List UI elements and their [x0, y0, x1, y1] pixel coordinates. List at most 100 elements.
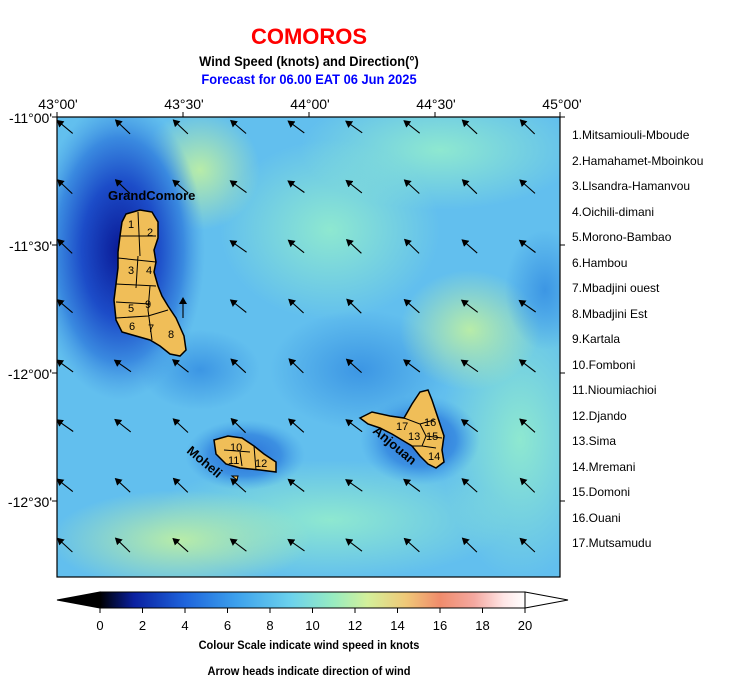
colorbar-tick-label: 4 — [181, 618, 189, 633]
colorbar-tick-label: 2 — [138, 618, 147, 633]
colorbar-tick-label: 6 — [223, 618, 232, 633]
axis-ticks — [52, 112, 565, 502]
wind-arrow — [229, 299, 247, 313]
region-number: 1 — [128, 219, 134, 231]
colorbar-tick-label: 16 — [432, 618, 448, 633]
wind-arrows — [57, 119, 537, 553]
region-number: 14 — [428, 451, 440, 463]
region-number: 16 — [424, 417, 436, 429]
wind-arrow — [461, 119, 478, 135]
wind-arrow — [172, 537, 189, 553]
wind-arrow — [519, 537, 536, 553]
wind-arrow — [57, 537, 73, 553]
legend-item: 3.Llsandra-Hamanvou — [572, 179, 691, 193]
legend-item: 2.Hamahamet-Mboinkou — [572, 153, 704, 168]
legend-item: 15.Domoni — [572, 485, 631, 499]
lat-label: -11°00' — [8, 110, 52, 126]
wind-speed-field — [57, 117, 560, 577]
wind-arrow — [345, 239, 362, 254]
wind-arrow — [403, 298, 420, 314]
region-number: 17 — [396, 421, 408, 433]
legend-item: 17.Mutsamudu — [572, 536, 652, 550]
colorbar-max-triangle — [524, 591, 569, 609]
wind-arrow — [345, 479, 363, 492]
region-number: 4 — [146, 265, 152, 277]
legend-item: 1.Mitsamiouli-Mboude — [572, 128, 690, 142]
wind-arrow — [57, 119, 74, 134]
legend-item: 6.Hambou — [572, 255, 628, 270]
lon-label: 43°30' — [164, 96, 204, 112]
region-numbers: 1 2 3 4 5 6 7 8 9 10 11 12 13 14 15 16 1… — [128, 219, 440, 470]
lon-label: 44°00' — [290, 96, 330, 112]
wind-arrow — [172, 119, 189, 135]
lon-label: 45°00' — [542, 96, 582, 112]
arrow-caption: Arrow heads indicate direction of wind — [207, 664, 411, 678]
region-number: 8 — [168, 329, 174, 341]
wind-arrow — [519, 418, 536, 433]
region-number: 15 — [426, 431, 438, 443]
wind-arrow — [461, 179, 478, 195]
colorbar-tick-label: 0 — [96, 618, 104, 633]
colorbar-tick-label: 8 — [266, 618, 274, 633]
map-subtitle: Wind Speed (knots) and Direction(°) — [199, 53, 419, 69]
wind-arrow — [172, 477, 189, 493]
wind-arrow — [57, 299, 73, 314]
wind-arrow — [519, 179, 536, 194]
wind-arrow — [345, 179, 363, 194]
grand-comore-label: GrandComore — [108, 188, 195, 203]
wind-arrow — [114, 119, 131, 135]
legend-item: 16.Ouani — [572, 510, 621, 525]
moheli-island — [213, 435, 277, 481]
legend-item: 12.Djando — [572, 408, 627, 423]
wind-arrow — [114, 537, 131, 553]
wind-arrow — [403, 238, 420, 254]
wind-arrow — [461, 537, 478, 553]
wind-arrow — [345, 419, 363, 433]
wind-arrow — [287, 239, 305, 254]
wind-arrow — [57, 478, 74, 493]
wind-arrow — [230, 418, 246, 434]
anjouan-island — [358, 389, 445, 469]
wind-arrow — [518, 359, 536, 373]
wind-arrow — [518, 239, 536, 253]
wind-arrow — [288, 358, 304, 374]
wind-arrow — [461, 478, 478, 493]
lon-label: 44°30' — [416, 96, 456, 112]
legend-item: 11.Nioumiachioi — [572, 383, 657, 397]
region-number: 3 — [128, 265, 134, 277]
region-number: 6 — [129, 321, 135, 333]
wind-arrow — [519, 119, 536, 135]
wind-arrow — [288, 298, 304, 314]
colorbar-tick-label: 18 — [475, 618, 490, 633]
wind-arrow — [403, 120, 421, 134]
wind-arrow — [229, 538, 247, 552]
wind-arrow — [460, 359, 479, 373]
forecast-time: Forecast for 06.00 EAT 06 Jun 2025 — [201, 71, 417, 87]
wind-arrow — [172, 418, 189, 433]
wind-arrow — [172, 359, 189, 373]
region-number: 9 — [145, 299, 151, 311]
colorbar-ramp — [99, 591, 526, 609]
legend-item: 7.Mbadjini ouest — [572, 281, 660, 295]
wind-arrow — [113, 359, 132, 373]
wind-arrow — [403, 359, 421, 373]
colorbar-tick-label: 14 — [390, 618, 405, 633]
colorbar-tick-label: 20 — [517, 618, 533, 633]
region-number: 10 — [230, 442, 242, 454]
colorbar — [56, 591, 569, 613]
wind-arrow — [114, 478, 131, 493]
map-title: COMOROS — [250, 24, 368, 49]
legend-item: 4.Oichili-dimani — [572, 204, 655, 219]
legend-item: 10.Fomboni — [572, 357, 636, 372]
region-number: 13 — [408, 431, 420, 443]
region-number: 12 — [255, 458, 267, 470]
wind-arrow — [114, 418, 132, 433]
wind-arrow — [230, 358, 247, 374]
lat-label: -11°30' — [8, 238, 52, 254]
wind-arrow — [57, 419, 74, 432]
legend-item: 13.Sima — [572, 434, 617, 448]
wind-arrow — [57, 238, 73, 254]
colorbar-min-triangle — [56, 591, 101, 609]
legend-item: 9.Kartala — [572, 332, 621, 346]
